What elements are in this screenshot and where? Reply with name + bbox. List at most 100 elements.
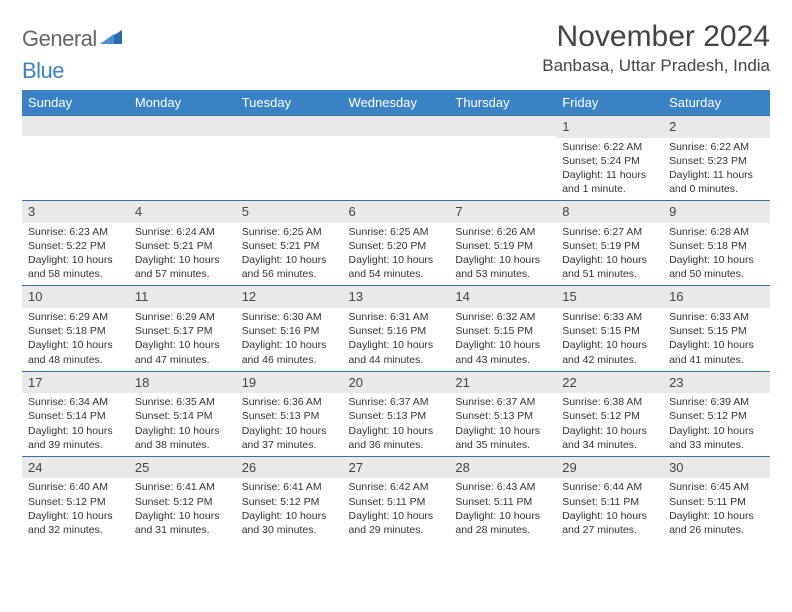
sunset-text: Sunset: 5:12 PM xyxy=(28,495,123,509)
calendar-cell: 4Sunrise: 6:24 AMSunset: 5:21 PMDaylight… xyxy=(129,201,236,286)
calendar-cell: 10Sunrise: 6:29 AMSunset: 5:18 PMDayligh… xyxy=(22,286,129,371)
sunrise-text: Sunrise: 6:28 AM xyxy=(669,225,764,239)
sunset-text: Sunset: 5:18 PM xyxy=(669,239,764,253)
day-details: Sunrise: 6:41 AMSunset: 5:12 PMDaylight:… xyxy=(129,478,236,541)
day-number: 29 xyxy=(556,457,663,479)
day-number: 28 xyxy=(449,457,556,479)
calendar-cell: 21Sunrise: 6:37 AMSunset: 5:13 PMDayligh… xyxy=(449,371,556,456)
calendar-cell xyxy=(343,116,450,201)
sunset-text: Sunset: 5:16 PM xyxy=(349,324,444,338)
sunset-text: Sunset: 5:19 PM xyxy=(455,239,550,253)
day-number: 21 xyxy=(449,372,556,394)
day-details: Sunrise: 6:30 AMSunset: 5:16 PMDaylight:… xyxy=(236,308,343,371)
calendar-cell: 29Sunrise: 6:44 AMSunset: 5:11 PMDayligh… xyxy=(556,456,663,541)
sunrise-text: Sunrise: 6:27 AM xyxy=(562,225,657,239)
calendar-week-row: 10Sunrise: 6:29 AMSunset: 5:18 PMDayligh… xyxy=(22,286,770,371)
day-details: Sunrise: 6:33 AMSunset: 5:15 PMDaylight:… xyxy=(663,308,770,371)
day-details: Sunrise: 6:44 AMSunset: 5:11 PMDaylight:… xyxy=(556,478,663,541)
day-number: 20 xyxy=(343,372,450,394)
daylight-text: Daylight: 10 hours and 31 minutes. xyxy=(135,509,230,537)
sunrise-text: Sunrise: 6:33 AM xyxy=(669,310,764,324)
sunrise-text: Sunrise: 6:22 AM xyxy=(669,140,764,154)
day-number-empty xyxy=(236,116,343,136)
logo-triangle-icon xyxy=(100,28,122,49)
calendar-body: 1Sunrise: 6:22 AMSunset: 5:24 PMDaylight… xyxy=(22,116,770,542)
day-number: 22 xyxy=(556,372,663,394)
day-number: 5 xyxy=(236,201,343,223)
sunset-text: Sunset: 5:20 PM xyxy=(349,239,444,253)
weekday-header: Tuesday xyxy=(236,90,343,116)
calendar-week-row: 17Sunrise: 6:34 AMSunset: 5:14 PMDayligh… xyxy=(22,371,770,456)
day-details: Sunrise: 6:28 AMSunset: 5:18 PMDaylight:… xyxy=(663,223,770,286)
day-number: 30 xyxy=(663,457,770,479)
sunset-text: Sunset: 5:14 PM xyxy=(28,409,123,423)
sunset-text: Sunset: 5:17 PM xyxy=(135,324,230,338)
day-number: 17 xyxy=(22,372,129,394)
sunset-text: Sunset: 5:21 PM xyxy=(135,239,230,253)
sunrise-text: Sunrise: 6:41 AM xyxy=(242,480,337,494)
day-number: 2 xyxy=(663,116,770,138)
day-details: Sunrise: 6:40 AMSunset: 5:12 PMDaylight:… xyxy=(22,478,129,541)
sunrise-text: Sunrise: 6:23 AM xyxy=(28,225,123,239)
day-number: 19 xyxy=(236,372,343,394)
day-details: Sunrise: 6:29 AMSunset: 5:18 PMDaylight:… xyxy=(22,308,129,371)
sunset-text: Sunset: 5:13 PM xyxy=(242,409,337,423)
day-details: Sunrise: 6:26 AMSunset: 5:19 PMDaylight:… xyxy=(449,223,556,286)
calendar-cell: 12Sunrise: 6:30 AMSunset: 5:16 PMDayligh… xyxy=(236,286,343,371)
daylight-text: Daylight: 10 hours and 36 minutes. xyxy=(349,424,444,452)
sunset-text: Sunset: 5:12 PM xyxy=(669,409,764,423)
sunset-text: Sunset: 5:14 PM xyxy=(135,409,230,423)
sunset-text: Sunset: 5:23 PM xyxy=(669,154,764,168)
daylight-text: Daylight: 10 hours and 58 minutes. xyxy=(28,253,123,281)
weekday-header: Sunday xyxy=(22,90,129,116)
day-details: Sunrise: 6:34 AMSunset: 5:14 PMDaylight:… xyxy=(22,393,129,456)
day-details: Sunrise: 6:32 AMSunset: 5:15 PMDaylight:… xyxy=(449,308,556,371)
sunrise-text: Sunrise: 6:33 AM xyxy=(562,310,657,324)
daylight-text: Daylight: 10 hours and 56 minutes. xyxy=(242,253,337,281)
sunrise-text: Sunrise: 6:22 AM xyxy=(562,140,657,154)
weekday-header: Thursday xyxy=(449,90,556,116)
weekday-header: Saturday xyxy=(663,90,770,116)
daylight-text: Daylight: 10 hours and 47 minutes. xyxy=(135,338,230,366)
calendar-table: Sunday Monday Tuesday Wednesday Thursday… xyxy=(22,90,770,541)
sunrise-text: Sunrise: 6:38 AM xyxy=(562,395,657,409)
calendar-cell: 16Sunrise: 6:33 AMSunset: 5:15 PMDayligh… xyxy=(663,286,770,371)
calendar-week-row: 24Sunrise: 6:40 AMSunset: 5:12 PMDayligh… xyxy=(22,456,770,541)
day-details: Sunrise: 6:27 AMSunset: 5:19 PMDaylight:… xyxy=(556,223,663,286)
day-details: Sunrise: 6:39 AMSunset: 5:12 PMDaylight:… xyxy=(663,393,770,456)
calendar-cell: 24Sunrise: 6:40 AMSunset: 5:12 PMDayligh… xyxy=(22,456,129,541)
calendar-cell: 14Sunrise: 6:32 AMSunset: 5:15 PMDayligh… xyxy=(449,286,556,371)
daylight-text: Daylight: 10 hours and 43 minutes. xyxy=(455,338,550,366)
daylight-text: Daylight: 10 hours and 33 minutes. xyxy=(669,424,764,452)
title-block: November 2024 Banbasa, Uttar Pradesh, In… xyxy=(542,20,770,76)
calendar-cell xyxy=(129,116,236,201)
calendar-week-row: 3Sunrise: 6:23 AMSunset: 5:22 PMDaylight… xyxy=(22,201,770,286)
day-details: Sunrise: 6:35 AMSunset: 5:14 PMDaylight:… xyxy=(129,393,236,456)
sunset-text: Sunset: 5:19 PM xyxy=(562,239,657,253)
day-number: 15 xyxy=(556,286,663,308)
sunset-text: Sunset: 5:15 PM xyxy=(455,324,550,338)
daylight-text: Daylight: 10 hours and 28 minutes. xyxy=(455,509,550,537)
calendar-cell: 20Sunrise: 6:37 AMSunset: 5:13 PMDayligh… xyxy=(343,371,450,456)
sunset-text: Sunset: 5:11 PM xyxy=(455,495,550,509)
day-number: 12 xyxy=(236,286,343,308)
daylight-text: Daylight: 10 hours and 29 minutes. xyxy=(349,509,444,537)
daylight-text: Daylight: 10 hours and 46 minutes. xyxy=(242,338,337,366)
sunset-text: Sunset: 5:12 PM xyxy=(562,409,657,423)
day-number: 14 xyxy=(449,286,556,308)
day-number: 3 xyxy=(22,201,129,223)
day-details: Sunrise: 6:36 AMSunset: 5:13 PMDaylight:… xyxy=(236,393,343,456)
location-subtitle: Banbasa, Uttar Pradesh, India xyxy=(542,56,770,76)
calendar-cell: 3Sunrise: 6:23 AMSunset: 5:22 PMDaylight… xyxy=(22,201,129,286)
sunset-text: Sunset: 5:13 PM xyxy=(455,409,550,423)
sunrise-text: Sunrise: 6:35 AM xyxy=(135,395,230,409)
day-number-empty xyxy=(129,116,236,136)
calendar-cell: 1Sunrise: 6:22 AMSunset: 5:24 PMDaylight… xyxy=(556,116,663,201)
day-number: 4 xyxy=(129,201,236,223)
day-details: Sunrise: 6:29 AMSunset: 5:17 PMDaylight:… xyxy=(129,308,236,371)
day-details: Sunrise: 6:43 AMSunset: 5:11 PMDaylight:… xyxy=(449,478,556,541)
daylight-text: Daylight: 10 hours and 42 minutes. xyxy=(562,338,657,366)
daylight-text: Daylight: 10 hours and 34 minutes. xyxy=(562,424,657,452)
daylight-text: Daylight: 10 hours and 51 minutes. xyxy=(562,253,657,281)
day-details: Sunrise: 6:24 AMSunset: 5:21 PMDaylight:… xyxy=(129,223,236,286)
